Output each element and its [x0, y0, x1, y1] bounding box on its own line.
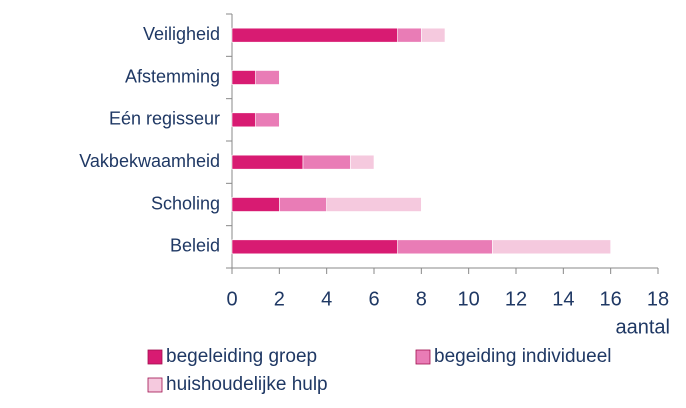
x-tick-label: 4	[321, 288, 332, 310]
x-tick-label: 18	[647, 288, 669, 310]
y-tick-label: Vakbekwaamheid	[79, 151, 220, 171]
x-tick-label: 10	[458, 288, 480, 310]
bar-segment	[231, 154, 304, 170]
bar-segment	[492, 239, 611, 255]
legend-label: begeiding individueel	[434, 346, 611, 367]
bar-segment	[421, 27, 446, 43]
x-axis-label: aantal	[616, 316, 671, 338]
bar-segment	[231, 197, 280, 212]
bar-segment	[279, 197, 327, 212]
y-tick-label: Eén regisseur	[109, 109, 220, 129]
x-tick-label: 0	[226, 288, 237, 310]
bar-segment	[255, 112, 280, 128]
y-tick-label: Beleid	[170, 236, 220, 256]
bar-segment	[231, 70, 256, 85]
legend-swatch	[415, 349, 431, 365]
x-tick-label: 6	[368, 288, 379, 310]
y-tick-label: Afstemming	[125, 66, 220, 86]
x-tick-label: 2	[274, 288, 285, 310]
bar-segment	[350, 154, 375, 170]
x-tick-label: 8	[416, 288, 427, 310]
x-tick-label: 16	[600, 288, 622, 310]
y-tick-label: Scholing	[151, 193, 220, 213]
bar-segment	[231, 27, 398, 43]
bar-segment	[326, 197, 422, 212]
bar-segment	[397, 239, 493, 255]
bar-segment	[231, 112, 256, 128]
legend-swatch	[147, 349, 163, 365]
legend-swatch	[147, 377, 163, 393]
bar-segment	[255, 70, 280, 85]
x-tick-label: 12	[505, 288, 527, 310]
bar-segment	[231, 239, 398, 255]
x-tick-label: 14	[552, 288, 574, 310]
legend-label: huishoudelijke hulp	[166, 374, 328, 395]
legend-label: begeleiding groep	[166, 346, 317, 367]
bar-segment	[302, 154, 351, 170]
bar-segment	[397, 27, 422, 43]
y-tick-label: Veiligheid	[143, 24, 220, 44]
